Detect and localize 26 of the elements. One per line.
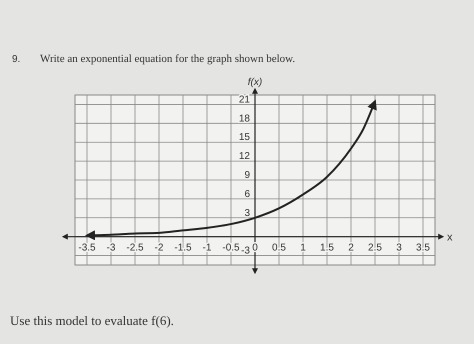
x-tick-label: 3 (396, 242, 402, 254)
x-axis-title: x (447, 232, 453, 244)
text: 9. (12, 54, 20, 65)
x-tick-label: -2 (154, 242, 164, 254)
y-tick-label: 21 (238, 94, 250, 106)
x-tick-label: 2.5 (368, 242, 382, 254)
y-axis-title: f(x) (248, 77, 262, 88)
x-tick-label: -3 (106, 242, 116, 254)
y-tick-label: 6 (244, 188, 250, 200)
y-tick-label: 18 (238, 113, 250, 124)
x-tick-label: 3.5 (416, 242, 430, 254)
x-tick-label: -1 (202, 242, 212, 254)
x-tick-label: -1.5 (174, 242, 192, 254)
x-tick-label: -0.5 (222, 242, 240, 254)
x-tick-label: -3.5 (78, 242, 96, 254)
chart-title: Write an exponential equation for the graph shown below. (40, 53, 296, 65)
x-tick-label: 1 (300, 242, 306, 254)
y-tick-label: 12 (238, 151, 250, 162)
x-tick-label: -2.5 (126, 242, 144, 254)
x-tick-label: 2 (348, 242, 354, 254)
x-tick-label: 0.5 (272, 242, 286, 254)
y-tick-label: 9 (244, 170, 250, 181)
y-tick-label: 15 (238, 132, 250, 144)
x-tick-label: 1.5 (320, 242, 334, 254)
text: Use this model to evaluate f(6). (10, 313, 174, 328)
y-tick-label: 3 (244, 208, 250, 219)
